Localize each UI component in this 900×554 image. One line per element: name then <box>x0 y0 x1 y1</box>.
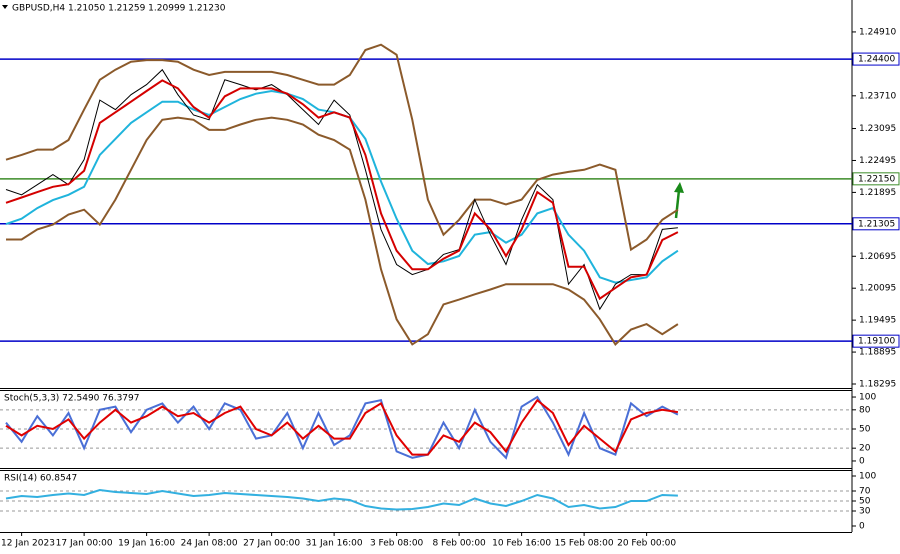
series-line <box>5 398 679 456</box>
y-tick-label: 1.20095 <box>859 284 896 294</box>
y-tick-label: 100 <box>859 393 876 403</box>
series-line <box>5 68 678 311</box>
menu-triangle <box>2 5 8 9</box>
panel-title: GBPUSD,H4 1.21050 1.21259 1.20999 1.2123… <box>12 4 226 14</box>
panel-title: Stoch(5,3,3) 72.5490 76.3797 <box>4 394 139 404</box>
y-tick-label: 100 <box>859 472 876 482</box>
level-label-box <box>852 172 900 186</box>
y-tick-label: 1.21895 <box>859 188 896 198</box>
level-label-box <box>852 52 900 66</box>
level-label: 1.22150 <box>858 174 895 184</box>
y-tick-label: 0 <box>859 522 865 532</box>
level-label: 1.21305 <box>858 219 895 229</box>
series-line <box>5 43 679 252</box>
x-tick-label: 8 Feb 00:00 <box>432 539 486 549</box>
plot-layer: 1.24910 1.23710 1.23095 1.22495 1.21895 1.206… <box>0 4 900 549</box>
level-label-box <box>852 217 900 231</box>
arrow-shaft <box>674 189 681 219</box>
level-label: 1.24400 <box>858 55 895 65</box>
x-tick-label: 20 Feb 00:00 <box>617 539 676 549</box>
y-tick-label: 20 <box>859 444 871 454</box>
x-tick-label: 19 Jan 16:00 <box>118 539 175 549</box>
y-tick-label: 1.24910 <box>859 27 896 37</box>
y-tick-label: 80 <box>859 405 871 415</box>
y-tick-label: 1.19495 <box>859 316 896 326</box>
y-tick-label: 1.18895 <box>859 348 896 358</box>
x-tick-label: 10 Feb 16:00 <box>492 539 551 549</box>
x-tick-label: 15 Feb 08:00 <box>555 539 614 549</box>
series-line <box>6 116 679 346</box>
y-tick-label: 1.22495 <box>859 156 896 166</box>
y-tick-label: 70 <box>859 487 871 497</box>
arrow-head <box>674 182 684 193</box>
y-tick-label: 1.23095 <box>859 124 896 134</box>
x-tick-label: 27 Jan 00:00 <box>243 539 300 549</box>
x-tick-label: 12 Jan 2023 <box>1 539 55 549</box>
series-line <box>5 488 678 511</box>
x-tick-label: 31 Jan 16:00 <box>306 539 363 549</box>
series-line <box>5 79 679 301</box>
panel-title: RSI(14) 60.8547 <box>4 474 77 484</box>
y-tick-label: 50 <box>859 425 871 435</box>
y-tick-label: 30 <box>859 507 871 517</box>
y-tick-label: 1.23710 <box>859 91 896 101</box>
y-tick-label: 1.20695 <box>859 252 896 262</box>
y-tick-label: 0 <box>859 456 865 466</box>
level-label-box <box>852 334 900 348</box>
x-tick-label: 17 Jan 00:00 <box>56 539 113 549</box>
x-tick-label: 24 Jan 08:00 <box>181 539 238 549</box>
y-tick-label: 1.18295 <box>859 380 896 390</box>
level-label: 1.19100 <box>858 337 895 347</box>
y-tick-label: 50 <box>859 497 871 507</box>
x-tick-label: 3 Feb 08:00 <box>370 539 424 549</box>
